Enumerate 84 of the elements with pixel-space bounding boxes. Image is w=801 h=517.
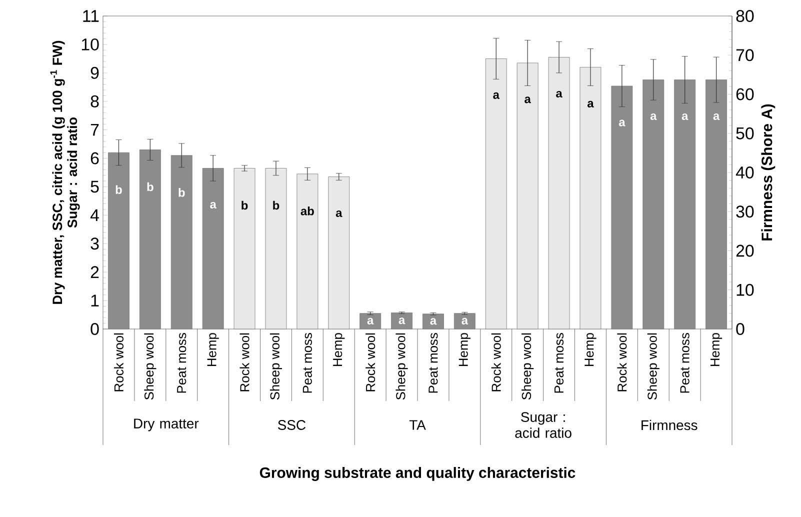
y2-tick-label: 30 <box>736 206 754 218</box>
data-label: a <box>650 113 657 120</box>
data-label: b <box>147 182 154 192</box>
text: Dry matter, SSC, citric acid (g 100 g$^{-1}$ FW) Sugar : acid ratio <box>50 40 80 304</box>
x-tick-label: Hemp <box>207 333 219 366</box>
x-tick-label: Hemp <box>458 333 470 366</box>
data-label: a <box>210 202 216 208</box>
y-tick-label: 7 <box>90 124 99 136</box>
data-label: a <box>367 318 374 324</box>
y-tick-label: 11 <box>83 10 99 22</box>
bar <box>580 67 602 330</box>
x-tick-label: Peat moss <box>554 332 564 393</box>
y2-tick-label: 70 <box>736 49 754 62</box>
y-tick-label: 5 <box>90 180 99 193</box>
y-tick-label: 8 <box>90 95 99 108</box>
y2-axis-title: Firmness (Shore A) <box>761 104 776 240</box>
bar <box>422 314 444 330</box>
x-tick-label: Sheep wool <box>270 333 282 400</box>
data-label: a <box>556 90 562 98</box>
text: Sugar : acid ratio <box>515 412 572 438</box>
text: Dry matter <box>134 418 199 432</box>
bar <box>360 313 382 330</box>
x-axis-title: Growing substrate and quality characteristic <box>260 467 576 482</box>
data-label: b <box>242 200 248 210</box>
y-tick-label: 10 <box>82 38 99 50</box>
x-tick-label: Sheep wool <box>647 333 660 400</box>
y2-tick-label: 50 <box>736 127 754 140</box>
y2-tick-label: 10 <box>736 284 754 296</box>
y-tick-label: 3 <box>90 238 99 250</box>
data-label: a <box>430 318 437 325</box>
data-label: a <box>618 120 626 126</box>
bar <box>296 174 318 330</box>
data-label: a <box>682 113 688 120</box>
bar <box>548 57 570 330</box>
y-tick-label: 9 <box>90 66 99 79</box>
bar <box>391 312 412 330</box>
data-label: a <box>493 92 500 99</box>
bar <box>516 62 538 330</box>
y2-tick-label: 0 <box>736 323 744 335</box>
data-label: a <box>398 318 406 324</box>
y-tick-label: 1 <box>91 294 99 306</box>
x-tick-label: Rock wool <box>240 333 250 392</box>
x-tick-label: Hemp <box>584 333 596 366</box>
bar <box>202 168 224 330</box>
data-label: a <box>588 100 594 108</box>
text: Firmness <box>642 420 698 430</box>
x-tick-label: Peat moss <box>428 332 438 393</box>
data-label: b <box>116 185 122 194</box>
data-label: a <box>462 318 468 324</box>
x-tick-label: Rock wool <box>491 333 501 392</box>
x-tick-label: Peat moss <box>177 332 186 393</box>
x-tick-label: Rock wool <box>617 333 627 392</box>
data-label: a <box>713 113 720 120</box>
y-tick-label: 6 <box>90 152 99 164</box>
text: SSC <box>278 420 306 430</box>
y-tick-label: 2 <box>90 266 99 278</box>
data-label: a <box>524 96 531 104</box>
x-tick-label: Sheep wool <box>522 333 534 400</box>
data-label: ab <box>300 206 314 216</box>
x-tick-label: Sheep wool <box>144 333 156 400</box>
bar <box>265 168 287 330</box>
x-tick-label: Sheep wool <box>396 333 408 400</box>
x-tick-label: Hemp <box>333 333 345 366</box>
bar <box>170 155 192 330</box>
y2-tick-label: 20 <box>736 244 754 257</box>
y-tick-label: 4 <box>90 209 99 222</box>
y-tick-label: 0 <box>90 323 99 335</box>
y2-tick-label: 60 <box>736 88 754 100</box>
y2-tick-label: 80 <box>736 10 754 22</box>
x-tick-label: Hemp <box>710 333 722 366</box>
data-label: b <box>273 200 280 210</box>
y2-tick-label: 40 <box>736 166 754 178</box>
x-tick-label: Rock wool <box>366 333 376 392</box>
bar <box>139 150 161 330</box>
data-label: a <box>336 210 342 218</box>
x-tick-label: Peat moss <box>680 332 690 393</box>
text: TA <box>409 420 426 430</box>
x-tick-label: Rock wool <box>114 333 124 392</box>
data-label: b <box>178 188 185 197</box>
bar <box>454 313 476 330</box>
bar <box>328 176 350 330</box>
bar <box>234 168 256 330</box>
bar <box>485 58 507 330</box>
x-tick-label: Peat moss <box>302 332 312 393</box>
